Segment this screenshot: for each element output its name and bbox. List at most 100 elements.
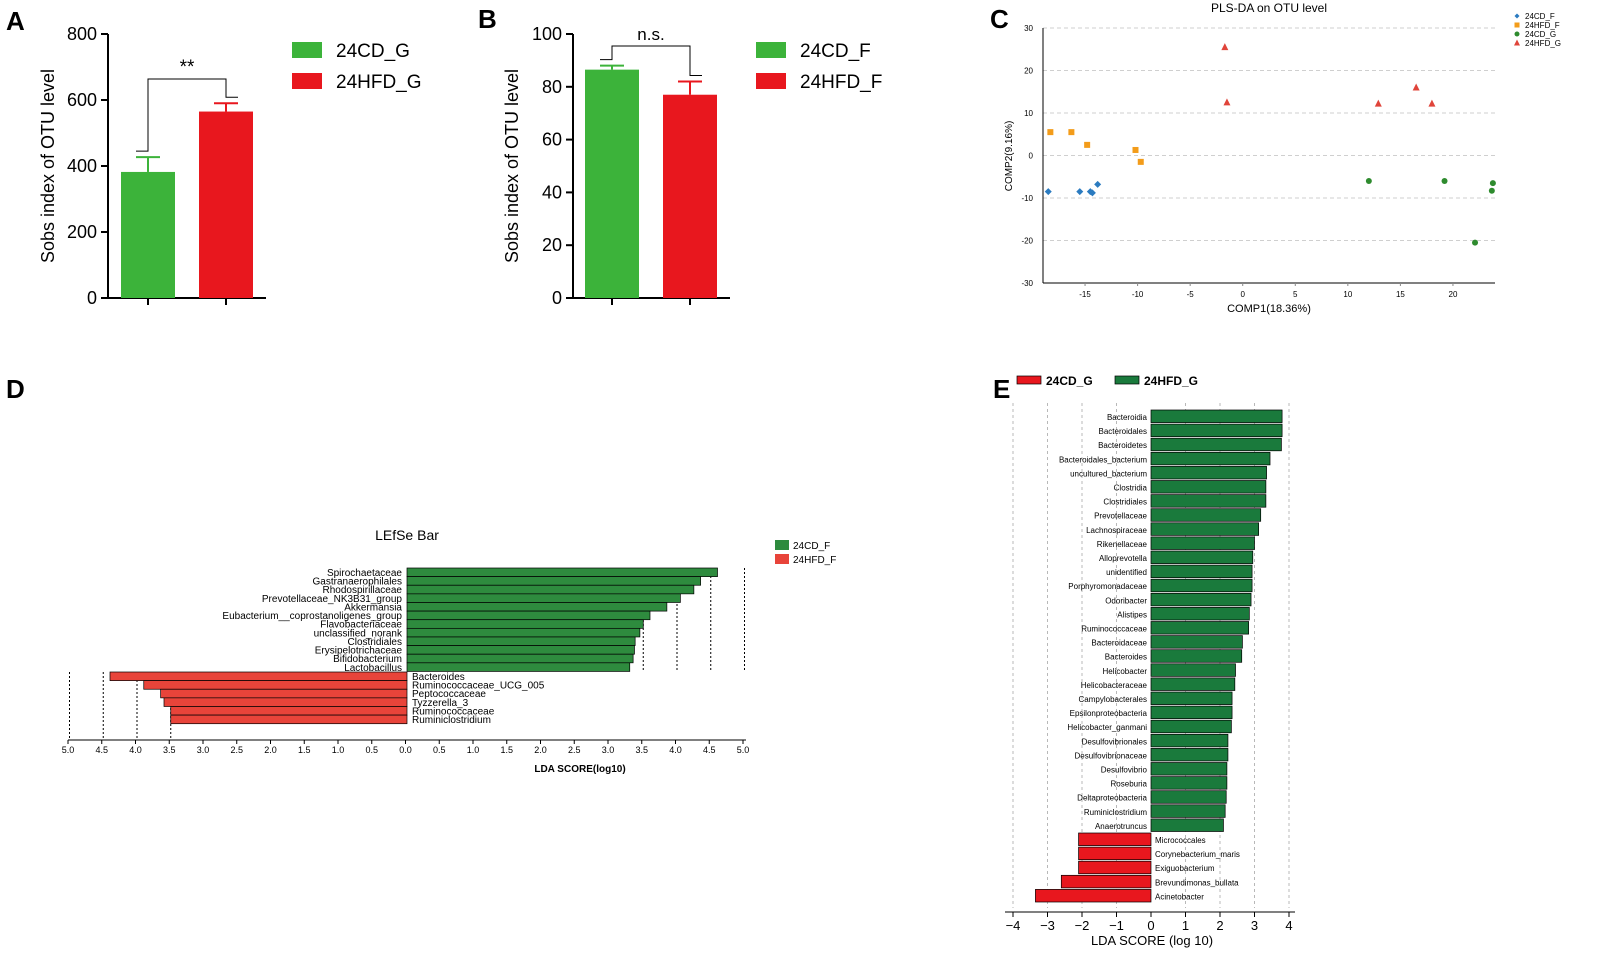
legend-marker-24CD_F bbox=[1514, 13, 1520, 19]
x-tick-label: 0.5 bbox=[365, 745, 378, 755]
bar-Clostridia bbox=[1150, 480, 1267, 494]
x-axis-label: COMP1(18.36%) bbox=[1227, 303, 1311, 315]
bar-24HFD_G bbox=[199, 111, 253, 298]
bar-Alloprevotella bbox=[1150, 550, 1254, 564]
bar-label: Clostridiales bbox=[1103, 498, 1147, 507]
bar-Prevotellaceae bbox=[1150, 508, 1262, 522]
point-24HFD_G bbox=[1221, 43, 1229, 51]
point-24CD_F bbox=[1076, 188, 1084, 196]
bar-Brevundimonas_bullata bbox=[1060, 874, 1152, 889]
y-tick-label: 20 bbox=[542, 235, 562, 255]
x-tick-label: 10 bbox=[1343, 290, 1352, 299]
bar-Ruminococcaceae_UCG_005 bbox=[143, 680, 408, 690]
bar-Corynebacterium_maris bbox=[1078, 846, 1152, 861]
point-24CD_F bbox=[1088, 189, 1096, 197]
bar-Epsilonproteobacteria bbox=[1150, 705, 1233, 720]
chart-title: LEfSe Bar bbox=[375, 527, 439, 543]
point-24CD_G bbox=[1472, 239, 1479, 246]
bar-Prevotellaceae_NK3B31_group bbox=[406, 593, 681, 603]
bar-Campylobacterales bbox=[1150, 691, 1233, 705]
bar-Ruminococcaceae bbox=[170, 706, 408, 716]
x-tick-label: 1.5 bbox=[500, 745, 513, 755]
y-tick-label: 800 bbox=[67, 24, 97, 44]
bar-label: Odoribacter bbox=[1105, 596, 1147, 605]
bar-label: Bacteroidetes bbox=[1098, 441, 1147, 450]
bar-Rhodospirillaceae bbox=[406, 584, 695, 595]
x-tick-label: 0.5 bbox=[433, 745, 446, 755]
x-tick-label: 1.0 bbox=[332, 745, 345, 755]
bar-label: Bacteroides bbox=[412, 672, 465, 683]
bar-uncultured_bacterium bbox=[1150, 466, 1267, 480]
legend-label-24HFD_F: 24HFD_F bbox=[800, 72, 882, 93]
panel-label-b: B bbox=[478, 4, 497, 34]
x-tick-label: 1.5 bbox=[298, 745, 311, 755]
bar-Rikenellaceae bbox=[1150, 536, 1255, 550]
x-tick-label: 3 bbox=[1251, 918, 1258, 933]
legend-swatch-24CD_F bbox=[756, 42, 786, 58]
bar-unclassified_norank bbox=[406, 627, 641, 638]
legend-swatch-24CD_G bbox=[292, 42, 322, 58]
legend-swatch-24CD_F bbox=[775, 540, 789, 550]
bar-label: Bifidobacterium bbox=[333, 654, 402, 665]
point-24HFD_F bbox=[1137, 158, 1144, 165]
bar-label: Micrococcales bbox=[1155, 836, 1206, 845]
bar-Desulfovibrionaceae bbox=[1150, 748, 1229, 762]
bar-Bacteroidetes bbox=[1150, 437, 1282, 452]
bar-Desulfovibrio bbox=[1150, 762, 1228, 776]
y-tick-label: 10 bbox=[1024, 109, 1033, 118]
y-axis-label: Sobs index of OTU level bbox=[502, 69, 522, 263]
legend-marker-24HFD_F bbox=[1514, 22, 1520, 28]
legend-swatch-24HFD_G bbox=[1114, 375, 1140, 385]
bar-label: Bacteroidia bbox=[1107, 413, 1148, 422]
bar-24HFD_F bbox=[663, 94, 717, 298]
bar-label: Peptococcaceae bbox=[412, 689, 486, 700]
bar-Clostridiales bbox=[406, 636, 636, 646]
y-tick-label: 60 bbox=[542, 130, 562, 150]
panel-label-c: C bbox=[990, 4, 1009, 34]
x-tick-label: 5.0 bbox=[737, 745, 750, 755]
y-tick-label: 20 bbox=[1024, 67, 1033, 76]
bar-label: Flavobacteriaceae bbox=[320, 620, 402, 631]
bar-label: Corynebacterium_maris bbox=[1155, 850, 1240, 859]
bar-label: Ruminococcaceae bbox=[1081, 625, 1147, 634]
y-tick-label: -10 bbox=[1021, 194, 1033, 203]
bar-label: Helicobacter bbox=[1103, 667, 1148, 676]
x-tick-label: −2 bbox=[1075, 918, 1090, 933]
bar-Tyzzerella_3 bbox=[163, 697, 408, 707]
significance-label: n.s. bbox=[637, 25, 664, 44]
x-tick-label: 0 bbox=[1147, 918, 1154, 933]
bar-label: Deltaproteobacteria bbox=[1077, 794, 1147, 803]
bar-24CD_G bbox=[121, 171, 175, 298]
bar-label: uncultured_bacterium bbox=[1070, 469, 1147, 478]
y-tick-label: 40 bbox=[542, 182, 562, 202]
bar-label: Tyzzerella_3 bbox=[412, 698, 469, 709]
point-24HFD_G bbox=[1223, 98, 1231, 106]
x-tick-label: -5 bbox=[1187, 290, 1195, 299]
y-axis-label: Sobs index of OTU level bbox=[38, 69, 58, 263]
bar-label: Ruminiclostridium bbox=[412, 715, 491, 726]
point-24CD_G bbox=[1441, 178, 1448, 184]
bar-label: Bacteroidales bbox=[1099, 427, 1147, 436]
panel-d-lefse-bar: LEfSe Bar SpirochaetaceaeGastranaerophil… bbox=[62, 527, 837, 775]
bar-label: Rhodospirillaceae bbox=[323, 585, 403, 596]
bar-label: Epsilonproteobacteria bbox=[1070, 709, 1148, 718]
bar-label: Bacteroides bbox=[1105, 653, 1147, 662]
bar-label: Erysipelotrichaceae bbox=[315, 646, 403, 657]
x-tick-label: 0.0 bbox=[399, 745, 412, 755]
x-tick-label: 20 bbox=[1449, 290, 1458, 299]
bar-label: Exiguobacterium bbox=[1155, 864, 1215, 873]
bar-Acinetobacter bbox=[1035, 889, 1152, 903]
legend-swatch-24HFD_F bbox=[756, 73, 786, 89]
bar-label: Spirochaetaceae bbox=[327, 568, 402, 579]
legend-label-24HFD_G: 24HFD_G bbox=[336, 72, 422, 93]
bar-Bacteroidaceae bbox=[1150, 635, 1243, 649]
point-24CD_G bbox=[1489, 180, 1496, 187]
y-tick-label: 30 bbox=[1024, 24, 1033, 33]
y-tick-label: 0 bbox=[1029, 152, 1034, 161]
x-tick-label: -15 bbox=[1079, 290, 1091, 299]
legend-label-24CD_F: 24CD_F bbox=[793, 541, 830, 552]
significance-bracket bbox=[600, 45, 702, 77]
legend-label-24CD_G: 24CD_G bbox=[336, 41, 410, 62]
x-tick-label: 2.5 bbox=[230, 745, 243, 755]
point-24HFD_G bbox=[1428, 99, 1436, 107]
